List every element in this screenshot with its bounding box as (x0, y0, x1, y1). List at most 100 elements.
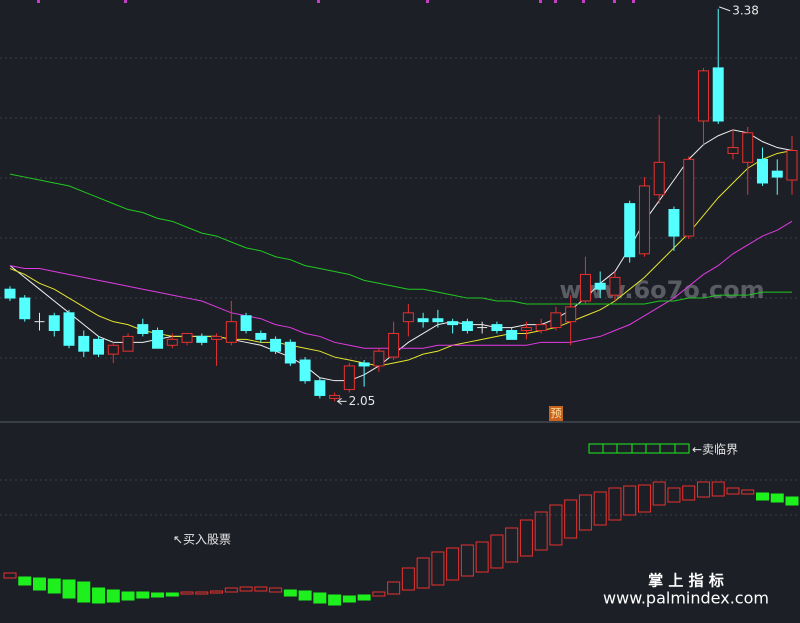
candle-body (550, 312, 562, 329)
predict-badge: 预 (551, 407, 562, 420)
indicator-bar (682, 485, 696, 501)
indicator-bar (47, 578, 61, 594)
candle-body (565, 306, 577, 323)
candle-body (4, 288, 16, 299)
indicator-bar (770, 493, 784, 503)
indicator-bar (519, 519, 533, 557)
min-arrow-head (336, 397, 342, 405)
candle-body (373, 350, 385, 367)
sell-label: ←卖临界 (692, 443, 738, 457)
candle-body (535, 324, 547, 332)
indicator-bar (608, 487, 622, 521)
indicator-bar (564, 499, 578, 539)
indicator-bar (534, 511, 548, 551)
indicator-bar (92, 587, 106, 604)
indicator-bar (121, 591, 135, 601)
indicator-bar (357, 594, 371, 601)
indicator-bar (3, 572, 17, 579)
candle-body (63, 312, 75, 346)
candle-body (638, 185, 650, 255)
indicator-bar (431, 551, 445, 586)
candle-body (181, 332, 193, 343)
candle-body (270, 338, 282, 352)
indicator-bar (652, 481, 666, 506)
candle-body (388, 332, 400, 358)
candle-body (786, 150, 798, 181)
sell-zone-cells (602, 444, 676, 453)
marker (426, 0, 429, 3)
marker (613, 0, 616, 3)
indicator-bar (62, 579, 76, 599)
marker (539, 0, 542, 3)
indicator-bar (313, 592, 327, 604)
indicator-bar (136, 591, 150, 599)
indicator-bar (785, 496, 799, 506)
candle-body (402, 312, 414, 323)
indicator-bar (460, 544, 474, 577)
indicator-bar (416, 557, 430, 589)
indicator-bar (269, 587, 283, 593)
marker (632, 0, 635, 3)
indicator-bar (210, 590, 224, 594)
brand-url: www.palmindex.com (603, 589, 769, 608)
candle-body (417, 318, 429, 323)
candle-body (461, 321, 473, 332)
candle-body (594, 282, 606, 290)
candle-body (211, 335, 223, 340)
sell-zone-box (588, 443, 690, 454)
candle-body (432, 318, 444, 323)
candle-body (299, 359, 311, 382)
indicator-bar (578, 494, 592, 531)
indicator-bar (283, 589, 297, 597)
indicator-bar (165, 592, 179, 597)
indicator-bar (151, 592, 165, 598)
indicator-bar (401, 567, 415, 591)
indicator-bar (254, 586, 268, 592)
candle-body (771, 170, 783, 178)
indicator-bar (490, 534, 504, 569)
candle-body (240, 315, 252, 332)
indicator-bar (224, 587, 238, 593)
indicator-bar (195, 591, 209, 595)
marker (582, 0, 585, 3)
indicator-bar (549, 504, 563, 546)
indicator-bar (328, 594, 342, 606)
candle-body (756, 158, 768, 184)
candle-body (358, 362, 370, 367)
indicator-bar (387, 581, 401, 595)
marker (124, 0, 127, 3)
grid (0, 57, 800, 516)
indicator-bar (593, 491, 607, 526)
indicator-bar (372, 591, 386, 597)
indicator-bar (342, 595, 356, 603)
buy-label: ↖买入股票 (173, 533, 231, 547)
candle-body (742, 132, 754, 163)
candle-body (712, 67, 724, 122)
candle-body (196, 335, 208, 343)
candle-body (520, 327, 532, 332)
indicator-bar (180, 591, 194, 595)
indicator-bar (77, 581, 91, 603)
indicator-bar (667, 487, 681, 503)
candle-body (727, 147, 739, 154)
brand: 掌 上 指 标 (648, 572, 724, 590)
candle-body (48, 315, 60, 332)
candle-body (122, 335, 134, 352)
candle-body (166, 338, 178, 346)
indicator-bar (18, 576, 32, 586)
indicator-bar (696, 481, 710, 498)
indicator-bar (755, 492, 769, 501)
max-label: 3.38 (732, 3, 759, 17)
top-markers (37, 0, 635, 3)
moving-average (9, 220, 793, 349)
candle-body (152, 330, 164, 349)
candle-body (284, 341, 296, 364)
candle-body (78, 335, 90, 352)
moving-average (9, 173, 792, 305)
predict-badge-bg (549, 406, 563, 421)
candle-body (697, 70, 709, 122)
marker (317, 0, 320, 3)
indicator-bar (711, 481, 725, 497)
indicator-bar (637, 484, 651, 513)
